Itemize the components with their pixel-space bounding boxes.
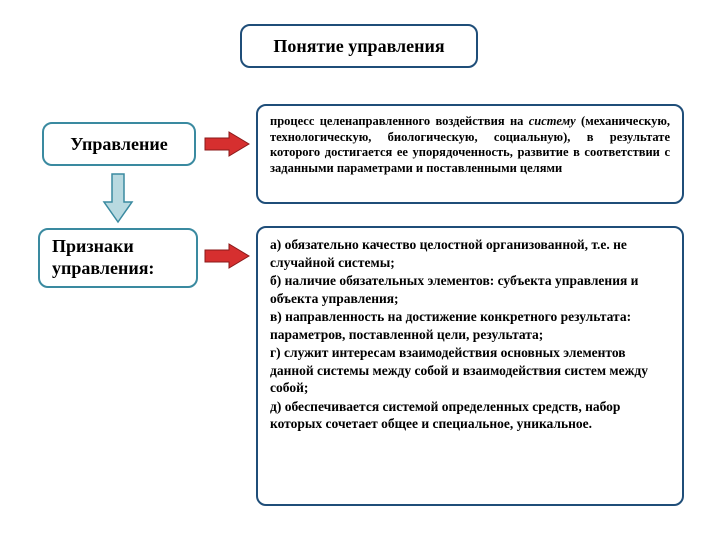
definition-pre: процесс целенаправленного воздействия на <box>270 114 529 128</box>
definition-italic: систему <box>529 114 576 128</box>
feature-item: а) обязательно качество целостной органи… <box>270 236 670 271</box>
feature-item: г) служит интересам взаимодействия основ… <box>270 344 670 397</box>
feature-item: в) направленность на достижение конкретн… <box>270 308 670 343</box>
arrow-right-icon <box>203 242 251 270</box>
feature-item: б) наличие обязательных элементов: субъе… <box>270 272 670 307</box>
management-box: Управление <box>42 122 196 166</box>
features-list-box: а) обязательно качество целостной органи… <box>256 226 684 506</box>
feature-item: д) обеспечивается системой определенных … <box>270 398 670 433</box>
arrow-down-icon <box>102 172 134 224</box>
features-label-box: Признаки управления: <box>38 228 198 288</box>
arrow-shape <box>205 132 249 156</box>
arrow-right-icon <box>203 130 251 158</box>
title-box: Понятие управления <box>240 24 478 68</box>
title-text: Понятие управления <box>273 36 444 57</box>
management-label: Управление <box>70 134 167 155</box>
arrow-shape <box>205 244 249 268</box>
features-label: Признаки управления: <box>52 236 184 279</box>
definition-box: процесс целенаправленного воздействия на… <box>256 104 684 204</box>
arrow-shape <box>104 174 132 222</box>
